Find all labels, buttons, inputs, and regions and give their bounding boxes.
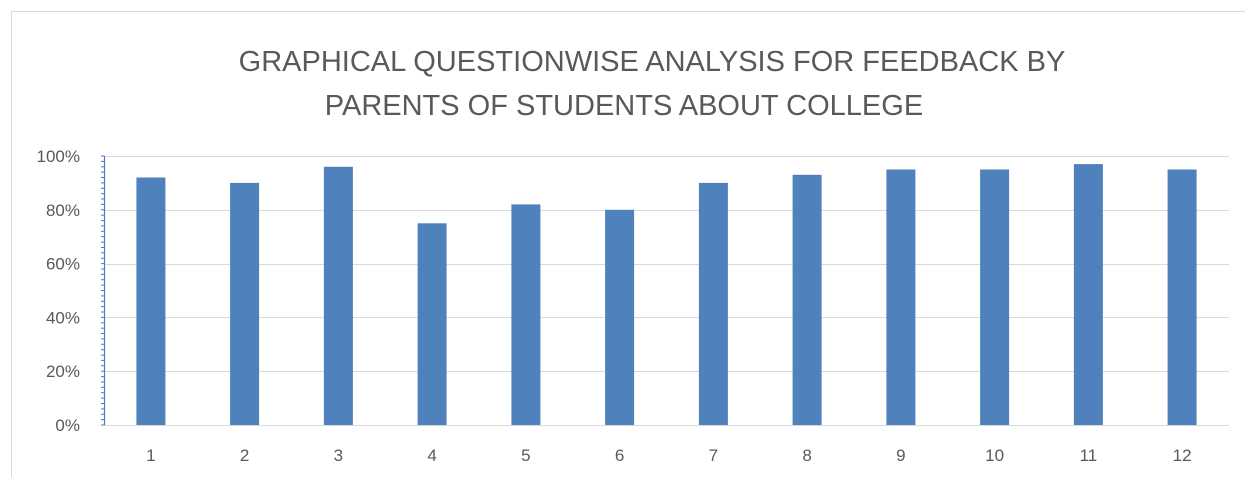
bars: [136, 164, 1197, 426]
x-tick-labels: 1 2 3 4 5 6 7 8 9 10 11 12: [146, 446, 1191, 465]
x-tick-label: 3: [334, 446, 343, 465]
y-tick-label: 80%: [46, 201, 80, 220]
x-tick-label: 7: [709, 446, 718, 465]
x-tick-label: 12: [1173, 446, 1192, 465]
x-tick-label: 2: [240, 446, 249, 465]
bar: [230, 182, 260, 425]
bar: [980, 169, 1010, 425]
bar: [698, 182, 728, 425]
y-tick-labels: 0% 20% 40% 60% 80% 100%: [37, 147, 80, 435]
bar: [323, 166, 353, 426]
x-tick-label: 4: [427, 446, 436, 465]
bar: [417, 223, 447, 426]
y-tick-label: 0%: [55, 416, 80, 435]
x-tick-label: 9: [896, 446, 905, 465]
bar: [511, 204, 541, 425]
bar: [886, 169, 916, 425]
x-tick-label: 8: [802, 446, 811, 465]
x-tick-label: 11: [1080, 446, 1098, 465]
gridlines: [104, 156, 1229, 426]
y-tick-label: 60%: [46, 255, 80, 274]
y-axis: [101, 155, 106, 426]
bar: [1167, 169, 1197, 425]
bar: [136, 177, 166, 425]
chart-title: GRAPHICAL QUESTIONWISE ANALYSIS FOR FEED…: [239, 46, 1066, 122]
chart-title-line-2: PARENTS OF STUDENTS ABOUT COLLEGE: [325, 90, 923, 122]
y-tick-label: 100%: [37, 147, 80, 166]
bar: [792, 174, 822, 425]
y-tick-label: 40%: [46, 308, 80, 327]
x-tick-label: 5: [521, 446, 530, 465]
x-tick-label: 1: [146, 446, 155, 465]
x-tick-label: 10: [985, 446, 1004, 465]
bar: [605, 209, 635, 425]
x-tick-label: 6: [615, 446, 624, 465]
bar: [1073, 164, 1103, 425]
y-tick-label: 20%: [46, 362, 80, 381]
chart-title-line-1: GRAPHICAL QUESTIONWISE ANALYSIS FOR FEED…: [239, 46, 1066, 78]
